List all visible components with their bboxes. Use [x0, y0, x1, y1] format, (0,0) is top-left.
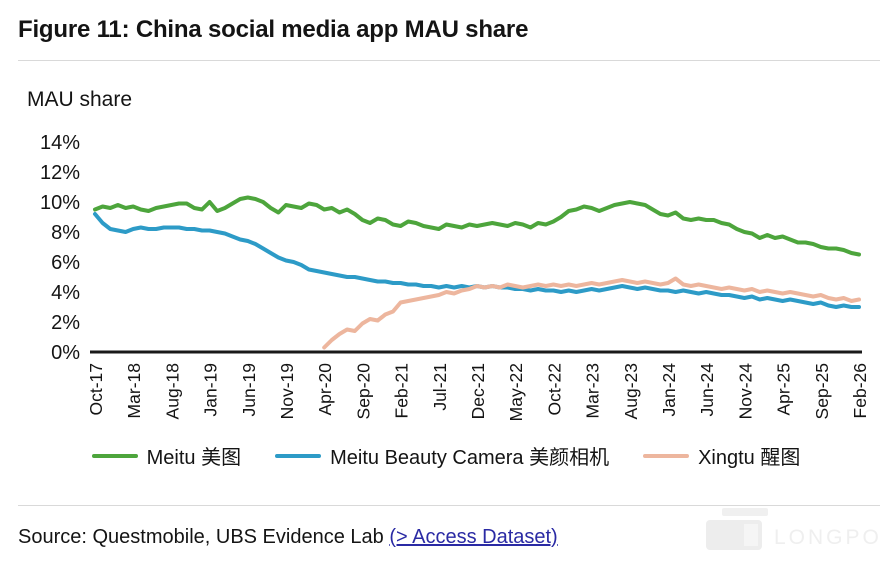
- legend-label-xingtu: Xingtu 醒图: [698, 447, 801, 469]
- x-tick-label: Mar-23: [583, 363, 603, 418]
- y-tick-label: 8%: [51, 222, 80, 244]
- watermark-bar: [722, 508, 768, 516]
- x-tick-label: Mar-18: [124, 363, 144, 418]
- footer-divider: [18, 505, 880, 506]
- x-tick-label: Apr-20: [315, 363, 335, 416]
- x-tick-label: Sep-20: [353, 363, 373, 420]
- legend-label-meitu: Meitu 美图: [146, 447, 242, 469]
- legend-item-meitu: Meitu 美图: [91, 441, 242, 470]
- x-tick-label: Aug-23: [621, 363, 641, 419]
- x-tick-label: Sep-25: [812, 363, 832, 419]
- x-tick-label: Feb-21: [392, 363, 412, 418]
- x-tick-label: Jun-24: [697, 363, 717, 417]
- figure-title: Figure 11: China social media app MAU sh…: [18, 16, 529, 43]
- x-tick-label: Nov-19: [277, 363, 297, 419]
- x-tick-label: May-22: [506, 363, 526, 421]
- mau-chart: 0% 2% 4% 6% 8% 10% 12% 14% Oct-17 Mar-18 Aug-18 Jan…: [40, 132, 870, 421]
- x-tick-label: Oct-22: [544, 363, 564, 416]
- y-tick-label: 6%: [51, 252, 80, 274]
- x-tick-label: Oct-17: [86, 363, 106, 416]
- y-tick-label: 2%: [51, 312, 80, 334]
- access-dataset-link[interactable]: (> Access Dataset): [389, 526, 558, 548]
- x-tick-label: Jun-19: [239, 363, 259, 417]
- series-line: [93, 195, 861, 257]
- x-tick-label: Feb-26: [850, 363, 870, 418]
- watermark-text: LONGPORT: [774, 526, 882, 549]
- y-tick-label: 0%: [51, 342, 80, 364]
- y-tick-label: 12%: [40, 162, 80, 184]
- title-divider: [18, 60, 880, 61]
- longport-watermark: LONGPORT: [706, 508, 882, 550]
- series-line: [322, 276, 861, 350]
- source-note: Source: Questmobile, UBS Evidence Lab (>…: [18, 526, 558, 549]
- x-tick-label: Apr-25: [774, 363, 794, 416]
- chart-legend: Meitu 美图 Meitu Beauty Camera 美颜相机 Xingtu…: [0, 441, 892, 470]
- legend-item-xingtu: Xingtu 醒图: [643, 441, 800, 470]
- y-tick-label: 14%: [40, 132, 80, 154]
- x-tick-label: Aug-18: [162, 363, 182, 419]
- x-tick-label: Jan-24: [659, 363, 679, 417]
- x-tick-label: Jul-21: [430, 363, 450, 411]
- legend-item-beauty-camera: Meitu Beauty Camera 美颜相机: [275, 441, 609, 470]
- x-tick-label: Jan-19: [201, 363, 221, 417]
- x-tick-label: Nov-24: [735, 363, 755, 420]
- legend-label-beauty-camera: Meitu Beauty Camera 美颜相机: [330, 447, 610, 469]
- source-text: Source: Questmobile, UBS Evidence Lab: [18, 526, 390, 548]
- x-tick-label: Dec-21: [468, 363, 488, 419]
- y-tick-label: 4%: [51, 282, 80, 304]
- beauty-camera-line-swatch: [275, 453, 322, 458]
- y-axis-title: MAU share: [27, 88, 133, 111]
- xingtu-line-swatch: [643, 453, 690, 458]
- meitu-line-swatch: [91, 453, 138, 458]
- y-tick-label: 10%: [40, 192, 80, 214]
